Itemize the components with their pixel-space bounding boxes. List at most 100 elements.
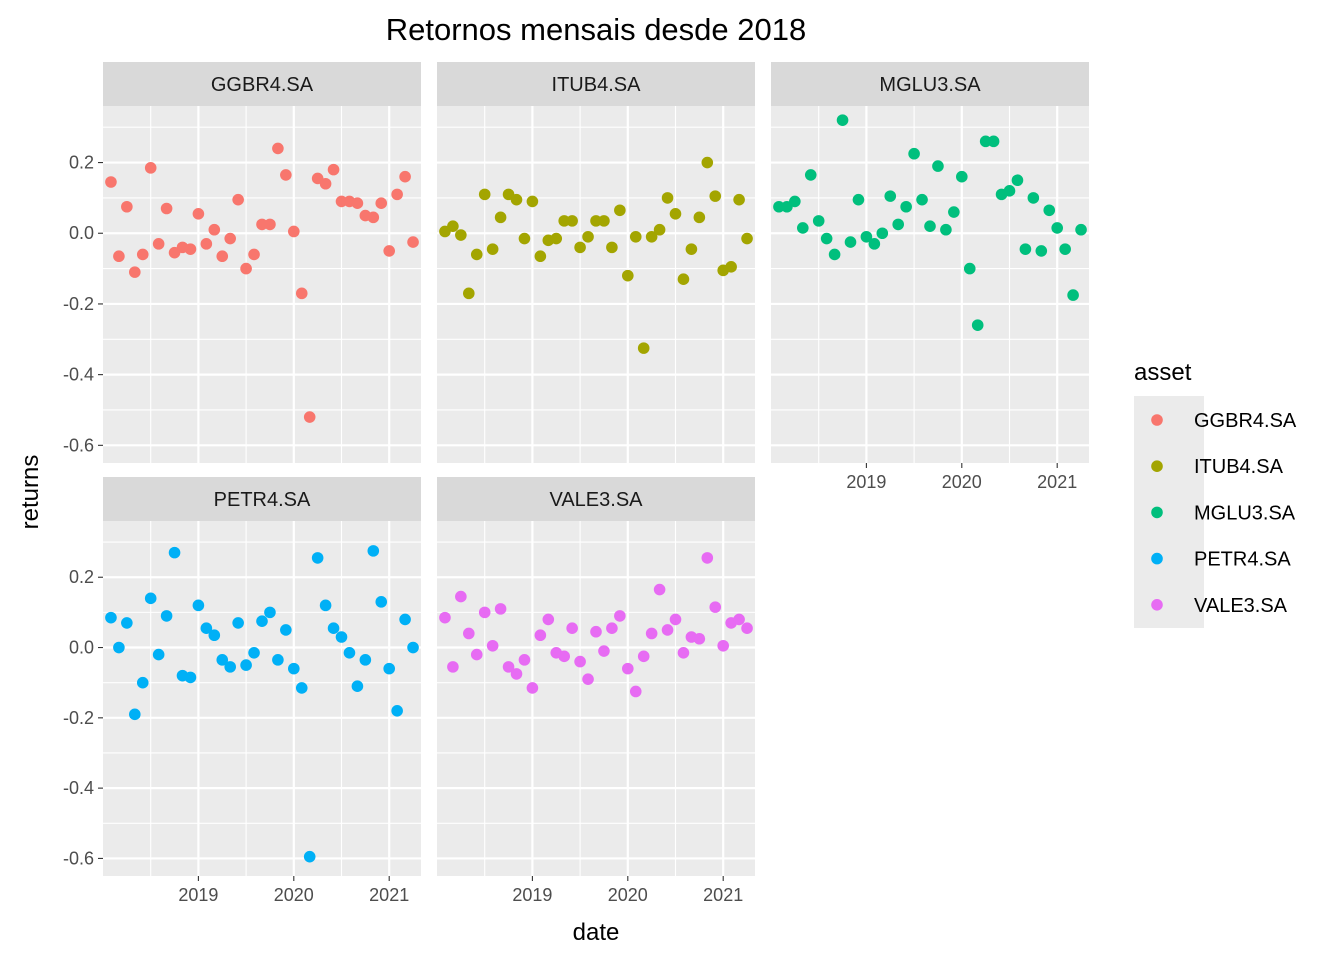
y-tick-label: -0.6 (63, 848, 94, 868)
y-tick-label: 0.0 (69, 223, 94, 243)
data-point (629, 230, 642, 243)
data-point (288, 225, 300, 238)
data-point (900, 200, 912, 213)
data-point (224, 232, 236, 245)
data-point (327, 163, 340, 176)
data-point (200, 238, 213, 250)
y-tick-label: -0.2 (63, 708, 94, 728)
data-point (399, 613, 411, 626)
data-point (240, 659, 252, 671)
y-tick-label: -0.2 (63, 294, 94, 314)
data-point (295, 682, 308, 694)
data-point (295, 287, 308, 300)
y-tick-label: -0.4 (63, 778, 94, 798)
data-point (526, 682, 539, 694)
data-point (367, 211, 380, 224)
x-tick-label: 2019 (512, 885, 552, 905)
data-point (622, 269, 634, 282)
facet-panels: GGBR4.SA 0.2 0.0 -0.2 -0.4 -0.6 ITUB4.SA MGLU3.… (63, 62, 1089, 905)
data-point (566, 215, 578, 227)
data-point (574, 241, 586, 254)
data-point (192, 208, 205, 220)
data-point (510, 193, 523, 206)
data-point (319, 599, 332, 612)
x-tick-label: 2019 (846, 472, 886, 492)
data-point (256, 615, 268, 627)
data-point (677, 647, 690, 659)
data-point (303, 411, 316, 423)
facet-panel-mglu3-sa: MGLU3.SA 2019 2020 2021 (771, 62, 1089, 492)
data-point (701, 156, 714, 169)
data-point (534, 250, 547, 263)
data-point (956, 170, 968, 183)
legend-key (1151, 460, 1163, 473)
data-point (129, 708, 141, 721)
data-point (526, 195, 539, 208)
data-point (375, 596, 388, 608)
data-point (216, 250, 229, 263)
data-point (741, 232, 753, 245)
data-point (1059, 243, 1071, 255)
data-point (1067, 289, 1079, 301)
data-point (152, 238, 165, 250)
data-point (916, 193, 928, 206)
data-point (248, 647, 260, 659)
x-tick-label: 2020 (608, 885, 648, 905)
data-point (550, 232, 563, 245)
data-point (1003, 185, 1016, 197)
data-point (105, 176, 117, 188)
data-point (216, 654, 229, 666)
panel-background (437, 521, 755, 876)
legend-entry-label: MGLU3.SA (1194, 502, 1296, 524)
data-point (693, 632, 706, 645)
data-point (622, 662, 634, 675)
data-point (470, 248, 483, 261)
data-point (1019, 243, 1032, 255)
data-point (375, 197, 388, 210)
data-point (741, 622, 753, 635)
data-point (709, 190, 722, 202)
data-point (168, 546, 181, 559)
data-point (486, 243, 499, 255)
legend-entry-label: ITUB4.SA (1194, 456, 1284, 478)
facet-panel-itub4-sa: ITUB4.SA (437, 62, 755, 463)
data-point (208, 223, 221, 236)
data-point (709, 601, 722, 613)
data-point (661, 192, 674, 204)
legend-key-background (1134, 396, 1204, 628)
data-point (971, 319, 984, 331)
data-point (144, 162, 157, 174)
data-point (184, 671, 197, 684)
data-point (645, 230, 658, 243)
y-tick-label: 0.2 (69, 567, 94, 587)
data-point (200, 622, 213, 635)
data-point (963, 262, 976, 275)
data-point (478, 606, 491, 619)
data-point (463, 627, 475, 640)
data-point (494, 211, 507, 224)
data-point (129, 266, 141, 278)
x-tick-label: 2019 (178, 885, 218, 905)
data-point (335, 195, 348, 208)
data-point (653, 223, 666, 236)
data-point (343, 647, 356, 659)
data-point (327, 622, 340, 635)
facet-strip-label: GGBR4.SA (211, 74, 314, 96)
data-point (693, 211, 706, 224)
data-point (160, 610, 173, 622)
data-point (335, 631, 348, 643)
chart-title: Retornos mensais desde 2018 (386, 12, 806, 47)
data-point (804, 169, 817, 181)
data-point (558, 215, 570, 227)
data-point (773, 200, 785, 213)
data-point (542, 613, 555, 626)
facet-strip-label: VALE3.SA (549, 489, 643, 511)
data-point (876, 227, 889, 240)
data-point (1043, 204, 1056, 217)
data-point (820, 232, 833, 245)
data-point (391, 705, 403, 717)
data-point (383, 662, 396, 675)
y-tick-label: 0.0 (69, 638, 94, 658)
x-tick-label: 2020 (942, 472, 982, 492)
